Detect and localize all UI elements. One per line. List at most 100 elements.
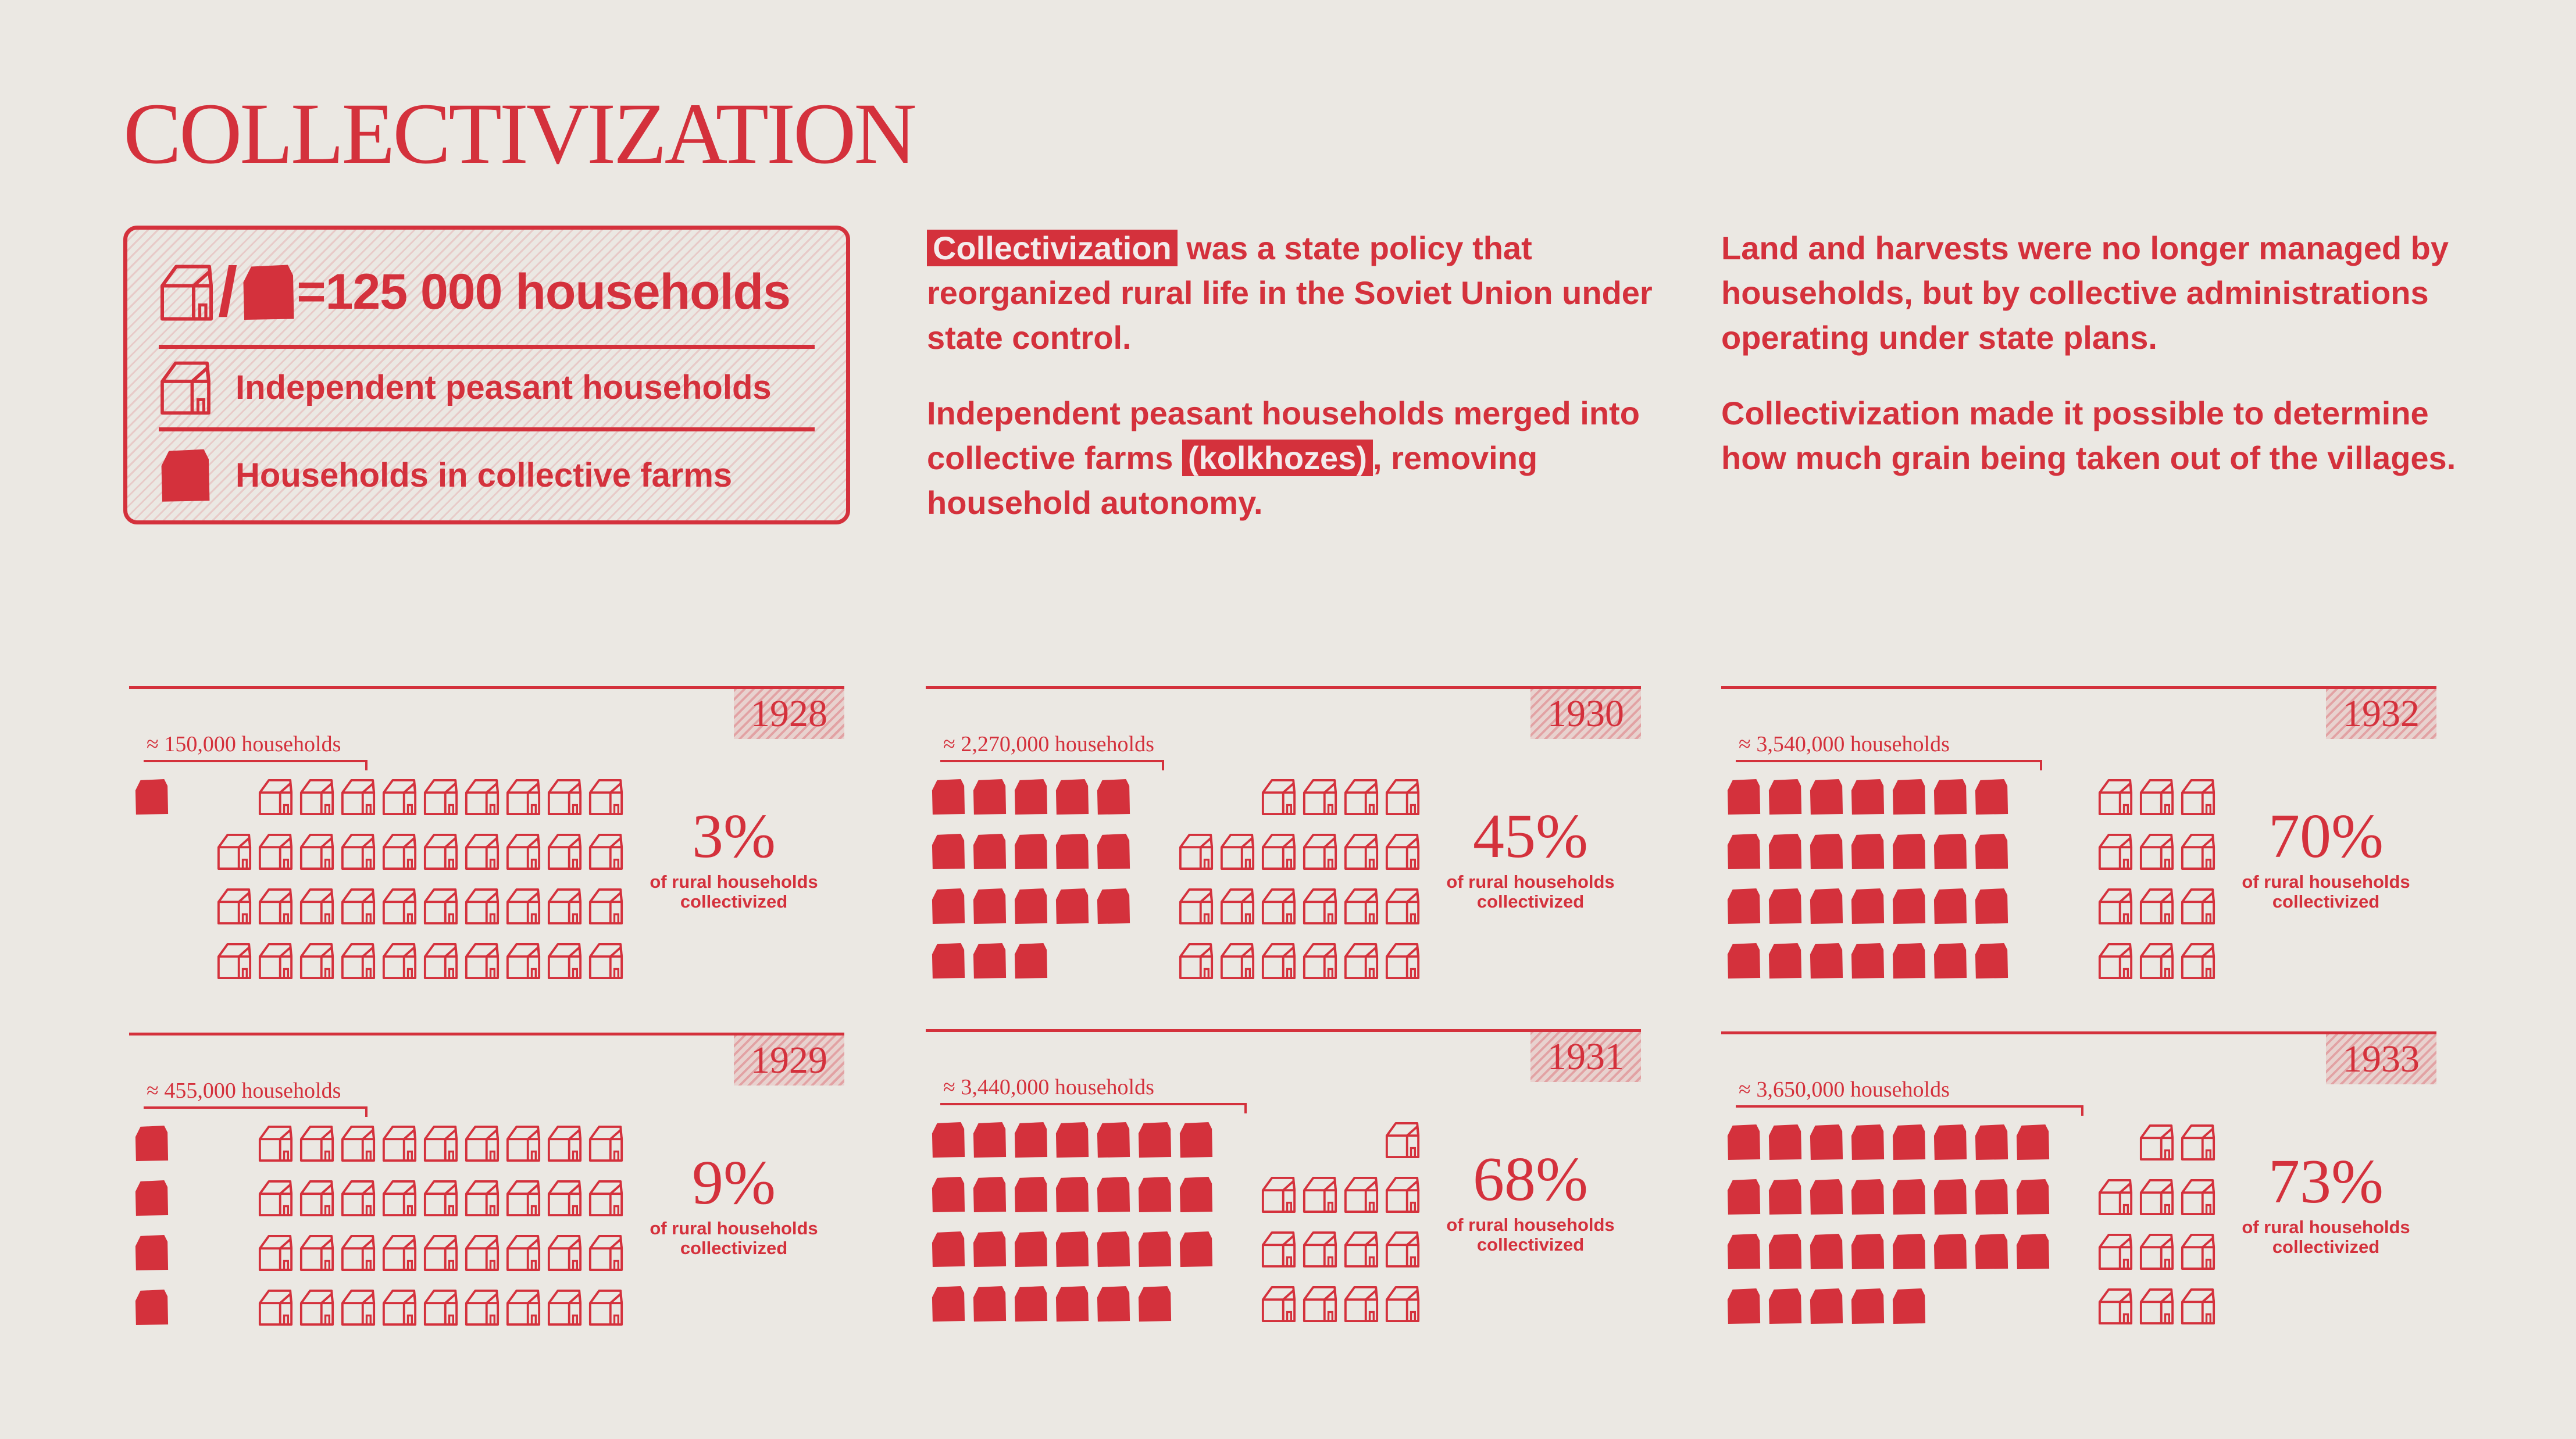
households-count-label: ≈ 3,540,000 households [1739, 732, 1950, 756]
independent-household-icon [299, 833, 334, 870]
collective-household-icon [973, 942, 1007, 979]
collective-household-icon [1727, 1124, 1761, 1160]
independent-household-icon [423, 1289, 458, 1326]
collective-household-icon [1727, 779, 1761, 815]
collective-household-icon [1810, 1124, 1843, 1160]
independent-household-icon [423, 888, 458, 925]
collective-household-icon [1727, 833, 1761, 869]
independent-household-icon [2181, 888, 2215, 925]
independent-household-icon [2181, 1124, 2215, 1161]
independent-household-icon [1344, 888, 1379, 925]
independent-household-icon [1385, 942, 1420, 980]
independent-household-icon [258, 942, 293, 980]
house-filled-icon [159, 446, 212, 504]
intro-text-2a: Independent peasant households merged in… [927, 395, 1640, 476]
chart-rule [129, 1033, 844, 1035]
collective-household-icon [932, 888, 965, 924]
pictogram-grid [932, 1122, 1420, 1323]
collective-household-icon [1810, 833, 1843, 869]
intro-paragraph-3: Land and harvests were no longer managed… [1721, 230, 2449, 356]
independent-household-icon [2181, 1288, 2215, 1325]
collective-household-icon [1975, 942, 2008, 979]
collective-household-icon [1892, 1288, 1926, 1324]
collective-household-icon [1097, 1286, 1130, 1322]
collective-household-icon [1892, 833, 1926, 869]
independent-household-icon [341, 942, 376, 980]
independent-household-icon [1344, 1231, 1379, 1268]
legend-unit-label: =125 000 households [297, 263, 791, 320]
independent-household-icon [299, 1289, 334, 1326]
chart-rule [1721, 686, 2436, 689]
households-count-label: ≈ 150,000 households [147, 732, 341, 756]
independent-household-icon [2139, 942, 2174, 980]
collective-household-icon [1933, 1124, 1967, 1160]
independent-household-icon [1179, 888, 1214, 925]
collective-household-icon [1097, 779, 1130, 815]
collective-household-icon [973, 888, 1007, 924]
independent-household-icon [423, 779, 458, 816]
independent-household-icon [382, 1125, 417, 1162]
independent-household-icon [1385, 1231, 1420, 1268]
intro-paragraph-4: Collectivization made it possible to det… [1721, 395, 2456, 476]
legend-box: / =125 000 households Independent peasan… [123, 226, 850, 524]
independent-household-icon [2139, 1124, 2174, 1161]
legend-collective-row: Households in collective farms [159, 427, 815, 519]
independent-household-icon [341, 833, 376, 870]
independent-household-icon [506, 779, 541, 816]
legend-unit-row: / =125 000 households [159, 248, 815, 335]
count-bracket-tick [365, 1106, 368, 1117]
independent-household-icon [1261, 1176, 1296, 1213]
collective-household-icon [1810, 1179, 1843, 1215]
independent-household-icon [1344, 779, 1379, 816]
collective-household-icon [1014, 779, 1048, 815]
count-bracket-tick [1244, 1103, 1247, 1113]
count-bracket-tick [2081, 1105, 2083, 1116]
independent-household-icon [1303, 1231, 1337, 1268]
collective-household-icon [1810, 942, 1843, 979]
collective-household-icon [1055, 1286, 1089, 1322]
collective-household-icon [1851, 1233, 1885, 1269]
independent-household-icon [299, 1125, 334, 1162]
chart-rule [1721, 1031, 2436, 1034]
collective-household-icon [1933, 1233, 1967, 1269]
collective-household-icon [1138, 1231, 1172, 1267]
independent-household-icon [588, 779, 623, 816]
independent-household-icon [2098, 1233, 2133, 1270]
independent-household-icon [341, 1234, 376, 1272]
collective-household-icon [1055, 1231, 1089, 1267]
independent-household-icon [1261, 1231, 1296, 1268]
independent-household-icon [1303, 779, 1337, 816]
independent-household-icon [1303, 1286, 1337, 1323]
collective-household-icon [1138, 1286, 1172, 1322]
percent-value: 68% [1473, 1145, 1588, 1214]
independent-household-icon [1303, 888, 1337, 925]
collective-household-icon [1851, 1124, 1885, 1160]
count-bracket-line [940, 760, 1164, 762]
year-chart-1930: 1930 ≈ 2,270,000 households 45% of rural ho… [926, 686, 1641, 1012]
independent-household-icon [588, 1180, 623, 1217]
collective-household-icon [1055, 779, 1089, 815]
households-count-label: ≈ 3,650,000 households [1739, 1077, 1950, 1102]
independent-household-icon [1344, 1286, 1379, 1323]
independent-household-icon [423, 1180, 458, 1217]
collective-household-icon [1097, 1231, 1130, 1267]
collective-household-icon [1014, 888, 1048, 924]
collective-household-icon [1975, 1179, 2008, 1215]
independent-household-icon [1385, 1286, 1420, 1323]
independent-household-icon [1303, 833, 1337, 870]
independent-household-icon [217, 888, 252, 925]
independent-household-icon [506, 1234, 541, 1272]
independent-household-icon [588, 1289, 623, 1326]
independent-household-icon [1385, 1176, 1420, 1213]
independent-household-icon [547, 942, 582, 980]
collective-household-icon [1055, 833, 1089, 869]
independent-household-icon [588, 942, 623, 980]
collective-household-icon [1933, 833, 1967, 869]
independent-household-icon [2181, 1179, 2215, 1216]
percent-value: 45% [1473, 802, 1588, 871]
independent-household-icon [2098, 888, 2133, 925]
independent-household-icon [547, 888, 582, 925]
count-bracket-line [144, 1106, 368, 1109]
independent-household-icon [547, 1180, 582, 1217]
chart-rule [926, 1029, 1641, 1032]
